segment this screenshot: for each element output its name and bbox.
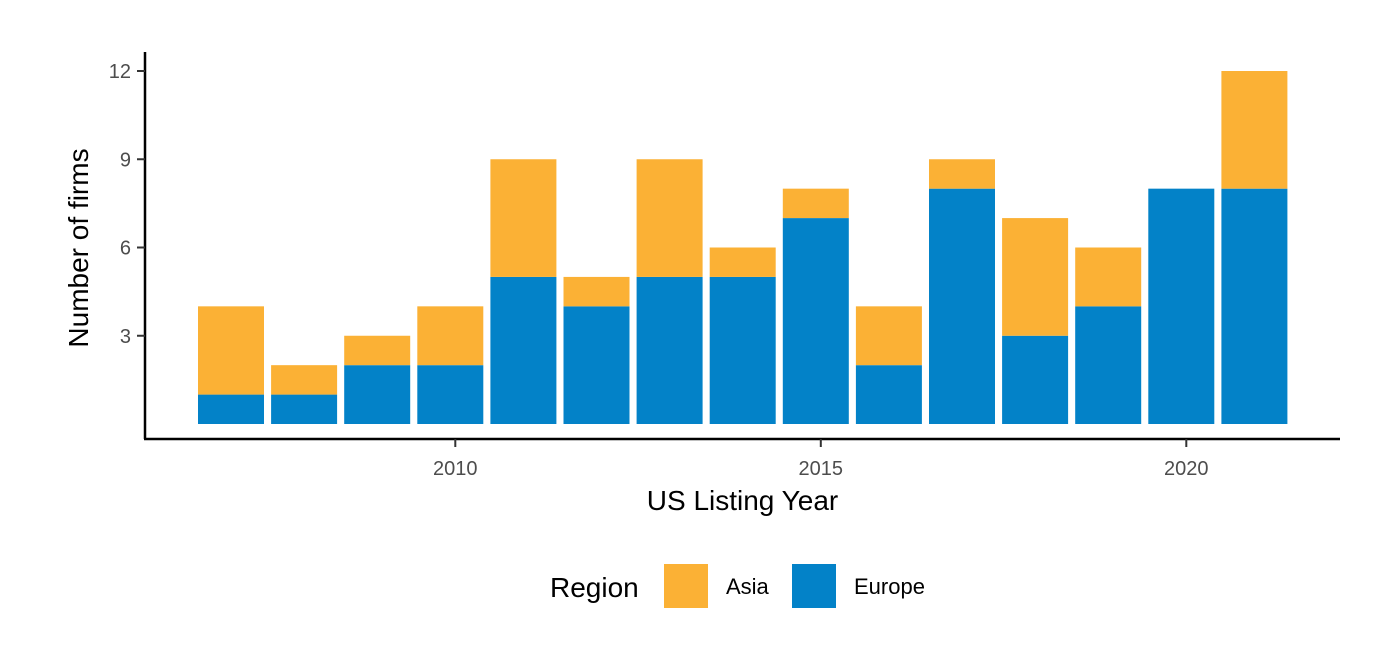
bar-asia-2017 <box>929 159 995 189</box>
bar-europe-2012 <box>563 306 630 424</box>
x-tick-label-2020: 2020 <box>1164 458 1209 480</box>
bar-asia-2018 <box>1002 218 1069 336</box>
bar-asia-2014 <box>709 247 776 277</box>
bar-asia-2007 <box>198 306 264 395</box>
legend-title: Region <box>550 572 639 603</box>
bar-europe-2010 <box>417 365 484 424</box>
bar-asia-2019 <box>1075 247 1142 307</box>
bar-europe-2014 <box>709 276 776 424</box>
bar-asia-2010 <box>417 306 484 366</box>
legend: Region Asia Europe <box>550 564 925 608</box>
legend-label-europe: Europe <box>854 574 925 599</box>
bar-asia-2016 <box>855 306 922 366</box>
bar-europe-2011 <box>490 276 557 424</box>
legend-swatch-europe <box>792 564 836 608</box>
bar-europe-2008 <box>271 394 338 424</box>
bar-europe-2007 <box>198 394 264 424</box>
bar-asia-2008 <box>271 365 338 395</box>
bar-asia-2012 <box>563 276 630 307</box>
bar-europe-2018 <box>1002 335 1069 424</box>
bar-asia-2011 <box>490 159 557 277</box>
y-tick-label-12: 12 <box>109 61 131 83</box>
y-tick-label-9: 9 <box>120 149 131 171</box>
bar-europe-2017 <box>929 188 995 424</box>
bar-europe-2016 <box>855 365 922 424</box>
x-axis-title: US Listing Year <box>647 485 838 516</box>
y-tick-label-3: 3 <box>120 326 131 348</box>
bar-europe-2019 <box>1075 306 1142 424</box>
bar-asia-2015 <box>782 188 849 219</box>
axes-layer: 3 6 9 12 2010 2015 2020 <box>109 52 1340 480</box>
bars-layer <box>198 71 1288 424</box>
y-axis-title: Number of firms <box>63 148 94 347</box>
bar-europe-2015 <box>782 218 849 424</box>
legend-swatch-asia <box>664 564 708 608</box>
y-ticks: 3 6 9 12 <box>109 61 145 348</box>
legend-label-asia: Asia <box>726 574 770 599</box>
y-tick-label-6: 6 <box>120 238 131 260</box>
bar-europe-2009 <box>344 365 411 424</box>
x-ticks: 2010 2015 2020 <box>433 439 1209 480</box>
bar-europe-2013 <box>636 276 703 424</box>
bar-asia-2021 <box>1221 71 1288 189</box>
x-tick-label-2015: 2015 <box>799 458 844 480</box>
x-tick-label-2010: 2010 <box>433 458 478 480</box>
bar-asia-2013 <box>636 159 703 277</box>
bar-asia-2009 <box>344 335 411 366</box>
bar-europe-2021 <box>1221 188 1288 424</box>
bar-europe-2020 <box>1148 188 1215 424</box>
